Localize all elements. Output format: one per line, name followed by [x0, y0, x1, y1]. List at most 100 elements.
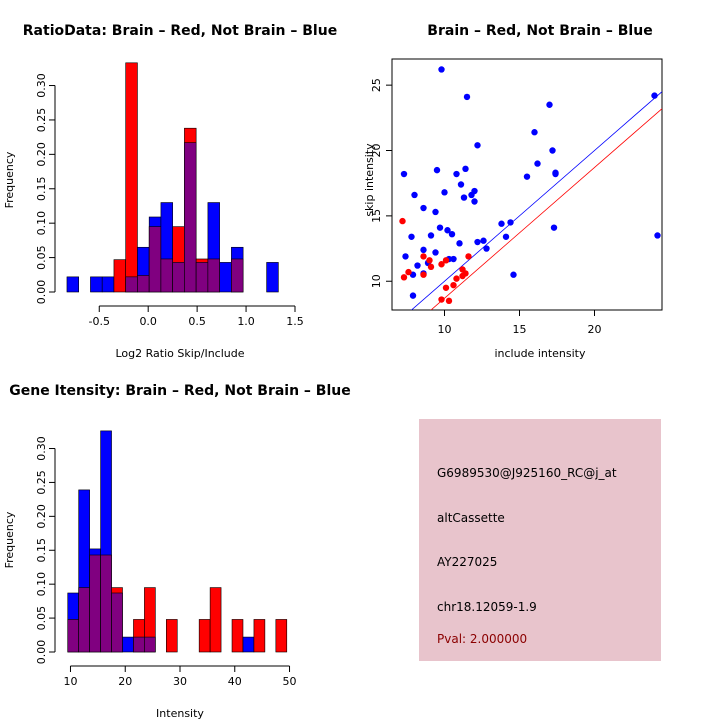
red-scatter-point [405, 268, 412, 276]
y-tick-label: 10 [370, 274, 383, 288]
histogram-overlap-bar [184, 142, 197, 293]
histogram-bar [125, 62, 138, 293]
ratio-histogram-xlabel: Log2 Ratio Skip/Include [115, 347, 244, 360]
ratio-histogram-bars [66, 62, 279, 293]
red-scatter-point [438, 296, 445, 303]
histogram-bar [198, 619, 211, 653]
pval-text: Pval: 2.000000 [437, 632, 527, 646]
blue-scatter-point [498, 220, 505, 227]
red-scatter-point [465, 253, 472, 260]
histogram-overlap-bar [195, 262, 209, 293]
probe-id-text: G6989530@J925160_RC@j_at [437, 466, 617, 480]
y-tick-label: 0.15 [35, 538, 48, 563]
blue-scatter-point [552, 170, 559, 178]
y-tick-label: 0.05 [35, 245, 48, 270]
red-scatter-point [399, 217, 406, 225]
blue-scatter-point [420, 246, 427, 254]
scatter-x-axis: 10 15 20 [438, 310, 602, 336]
gene-intensity-title: Gene Itensity: Brain – Red, Not Brain – … [9, 383, 351, 399]
histogram-bar [242, 636, 255, 653]
blue-scatter-point [483, 245, 490, 252]
y-tick-label: 0.00 [35, 280, 48, 305]
histogram-overlap-bar [100, 554, 112, 653]
gene-intensity-bars [67, 430, 288, 653]
histogram-bar [66, 276, 80, 293]
blue-scatter-point [474, 238, 481, 246]
ratio-histogram-y-axis: 0.00 0.05 0.10 0.15 0.20 0.25 0.30 [35, 73, 56, 305]
x-tick-label: 30 [173, 675, 187, 688]
x-tick-label: 0.0 [139, 315, 157, 328]
x-tick-label: 10 [438, 323, 452, 336]
blue-scatter-point [414, 262, 421, 269]
red-scatter-point [442, 257, 450, 264]
blue-scatter-point [438, 66, 445, 73]
blue-scatter-point [474, 142, 481, 149]
blue-scatter-point [523, 173, 531, 180]
histogram-bar [90, 276, 103, 293]
y-tick-label: 0.10 [35, 211, 48, 236]
ratio-histogram-ylabel: Frequency [3, 151, 16, 208]
histogram-overlap-bar [148, 226, 162, 293]
blue-scatter-point [549, 147, 556, 154]
x-tick-label: 50 [283, 675, 297, 688]
blue-scatter-point [510, 271, 517, 278]
x-tick-label: -0.5 [89, 315, 110, 328]
scatter-plot-frame [391, 58, 663, 311]
histogram-bar [253, 619, 266, 653]
blue-scatter-point [411, 191, 418, 199]
blue-scatter-point [502, 233, 510, 240]
x-tick-label: 20 [588, 323, 602, 336]
x-tick-label: 0.5 [188, 315, 206, 328]
y-tick-label: 0.00 [35, 640, 48, 665]
histogram-bar [166, 619, 178, 653]
red-scatter-point [445, 297, 453, 305]
scatter-reference-lines [410, 91, 662, 310]
histogram-overlap-bar [89, 554, 101, 653]
y-tick-label: 0.05 [35, 606, 48, 631]
y-tick-label: 0.25 [35, 108, 48, 133]
intensity-scatter-panel: Brain – Red, Not Brain – Blue include in… [363, 23, 663, 360]
identity-reference-line [410, 91, 662, 310]
blue-scatter-point [471, 198, 478, 205]
y-tick-label: 0.20 [35, 504, 48, 529]
x-tick-label: 40 [228, 675, 242, 688]
x-tick-label: 1.0 [237, 315, 255, 328]
blue-scatter-point [534, 160, 541, 167]
blue-scatter-point [402, 253, 409, 260]
blue-scatter-point [456, 240, 463, 247]
scatter-points [399, 66, 661, 305]
blue-scatter-point [654, 232, 661, 239]
blue-scatter-point [463, 93, 471, 101]
x-tick-label: 15 [513, 323, 527, 336]
y-tick-label: 0.30 [35, 73, 48, 98]
blue-scatter-point [433, 166, 441, 174]
gene-intensity-y-axis: 0.00 0.05 0.10 0.15 0.20 0.25 0.30 [35, 436, 56, 665]
histogram-bar [122, 636, 134, 653]
histogram-overlap-bar [125, 276, 138, 293]
blue-scatter-point [457, 181, 465, 188]
red-scatter-point [450, 281, 457, 289]
blue-scatter-point [432, 249, 439, 256]
x-tick-label: 20 [118, 675, 132, 688]
blue-scatter-point [460, 194, 468, 201]
accession-text: AY227025 [437, 555, 497, 569]
histogram-bar [209, 587, 222, 653]
histogram-bar [113, 259, 126, 293]
blue-scatter-point [441, 189, 448, 196]
location-text: chr18.12059-1.9 [437, 600, 537, 614]
y-tick-label: 20 [370, 144, 383, 158]
y-tick-label: 0.20 [35, 142, 48, 167]
histogram-bar [275, 619, 288, 653]
histogram-overlap-bar [160, 258, 173, 293]
scatter-title: Brain – Red, Not Brain – Blue [427, 23, 652, 39]
red-scatter-point [420, 253, 427, 260]
blue-scatter-point [468, 191, 475, 199]
blue-scatter-point [450, 255, 457, 263]
red-scatter-point [442, 284, 450, 291]
blue-scatter-point [408, 233, 415, 240]
y-tick-label: 0.25 [35, 470, 48, 495]
offset-reference-line [430, 108, 662, 310]
gene-intensity-xlabel: Intensity [156, 707, 204, 720]
histogram-overlap-bar [207, 258, 220, 293]
histogram-overlap-bar [144, 636, 156, 653]
